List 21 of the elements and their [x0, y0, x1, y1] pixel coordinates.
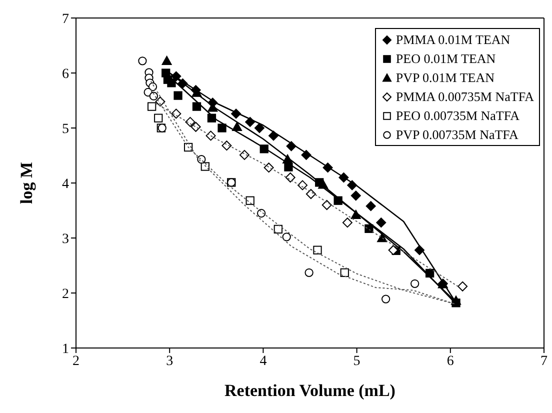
y-tick-label: 7 — [62, 12, 69, 27]
legend-label: PVP 0.01M TEAN — [396, 69, 495, 87]
x-tick-label: 6 — [446, 354, 454, 369]
x-tick-label: 5 — [353, 354, 360, 369]
legend-label: PMMA 0.00735M NaTFA — [396, 88, 534, 106]
y-axis-title: log M — [17, 162, 36, 204]
legend-label: PMMA 0.01M TEAN — [396, 31, 510, 49]
x-tick-label: 3 — [166, 354, 174, 369]
x-tick-label: 7 — [540, 354, 548, 369]
y-tick-label: 4 — [62, 176, 69, 192]
x-tick-label: 4 — [260, 354, 267, 369]
y-tick-label: 1 — [62, 342, 69, 357]
legend-label: PEO 0.00735M NaTFA — [396, 107, 520, 125]
y-tick-label: 6 — [62, 66, 69, 82]
y-tick-label: 2 — [62, 286, 69, 302]
y-tick-label: 3 — [62, 232, 69, 247]
legend-label: PEO 0.01M TEAN — [396, 50, 496, 68]
x-axis-title: Retention Volume (mL) — [224, 381, 396, 400]
x-tick-label: 2 — [72, 354, 80, 369]
legend-label: PVP 0.00735M NaTFA — [396, 126, 518, 144]
y-tick-label: 5 — [62, 122, 69, 137]
